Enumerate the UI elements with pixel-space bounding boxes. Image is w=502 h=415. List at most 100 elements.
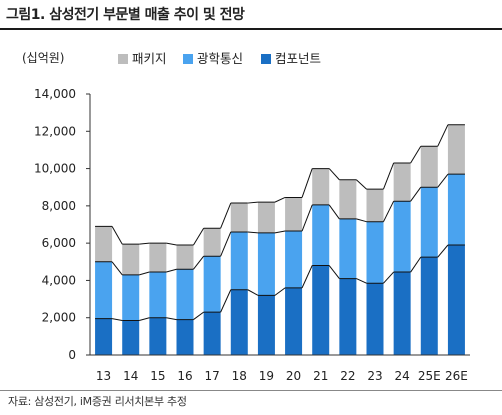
bar-component — [122, 320, 140, 355]
bar-component — [285, 287, 303, 355]
legend-label: 광학통신 — [197, 51, 243, 66]
stacked-bar-chart: (십억원) 패키지 광학통신 컴포넌트 0 2,000 4,000 6,000 8,000 1… — [22, 51, 470, 383]
stack-line-segment — [139, 317, 150, 321]
bar-component — [257, 295, 275, 355]
stack-line-segment — [383, 200, 395, 222]
stack-line-segment — [111, 226, 123, 245]
stack-line-segment — [247, 201, 258, 204]
stack-line-segment — [383, 162, 395, 190]
bar-component — [312, 265, 330, 355]
stack-line-segment — [274, 197, 286, 203]
bars — [95, 124, 465, 355]
bar-component — [95, 318, 113, 355]
stack-line-segment — [328, 168, 340, 181]
stack-line-segment — [111, 261, 123, 276]
bar-package — [176, 245, 194, 270]
footer-divider — [0, 390, 502, 391]
legend-swatch — [261, 54, 271, 64]
y-tick-label: 14,000 — [34, 87, 76, 101]
stack-line-segment — [111, 318, 123, 322]
y-tick-label: 4,000 — [42, 273, 76, 287]
stack-line-segment — [437, 124, 449, 147]
bar-package — [366, 189, 384, 222]
bar-component — [230, 289, 248, 355]
bar-package — [257, 202, 275, 233]
bar-optical — [203, 256, 221, 313]
stack-line-segment — [410, 186, 422, 202]
bar-component — [176, 319, 194, 355]
y-axis-unit-label: (십억원) — [22, 51, 64, 65]
x-tick-label: 13 — [96, 369, 111, 383]
legend-label: 컴포넌트 — [275, 51, 321, 66]
stack-line-segment — [274, 287, 286, 296]
stack-line-segment — [139, 271, 150, 276]
bar-optical — [447, 174, 465, 246]
bar-component — [149, 317, 167, 355]
y-tick-label: 10,000 — [34, 162, 76, 176]
title-divider — [0, 28, 502, 30]
bar-package — [230, 203, 248, 232]
legend-label: 패키지 — [132, 51, 167, 66]
stack-line-segment — [356, 179, 367, 190]
bar-package — [122, 244, 140, 275]
legend-swatch — [118, 54, 128, 64]
bar-package — [203, 228, 221, 257]
stack-line-segment — [437, 173, 449, 188]
stack-line-segment — [356, 278, 367, 284]
x-tick-label: 20 — [286, 369, 301, 383]
stack-line-segment — [220, 289, 232, 313]
bar-optical — [95, 261, 113, 319]
bar-package — [339, 179, 357, 219]
stack-line-segment — [410, 145, 422, 164]
bar-component — [393, 272, 411, 355]
bar-optical — [285, 231, 303, 288]
bar-optical — [122, 274, 140, 321]
bar-package — [447, 124, 465, 175]
bar-package — [420, 146, 438, 188]
stack-line-segment — [274, 230, 286, 234]
stack-line-segment — [301, 265, 313, 289]
bar-component — [420, 257, 438, 355]
x-tick-label: 14 — [123, 369, 138, 383]
stack-line-segment — [220, 202, 232, 229]
x-axis: 13 14 15 16 17 18 19 20 21 22 23 24 25E 26E — [90, 354, 470, 383]
x-tick-label: 22 — [340, 369, 355, 383]
stack-line-segment — [383, 271, 395, 284]
stack-line-segment — [166, 242, 177, 246]
y-tick-label: 8,000 — [42, 199, 76, 213]
x-tick-label: 16 — [177, 369, 192, 383]
bar-package — [312, 168, 330, 205]
stack-line-segment — [437, 244, 449, 258]
bar-package — [393, 162, 411, 202]
bar-optical — [393, 201, 411, 273]
stack-line-segment — [193, 311, 204, 320]
x-tick-label: 26E — [445, 369, 468, 383]
bar-optical — [312, 204, 330, 266]
stack-line-segment — [193, 255, 205, 270]
x-tick-label: 25E — [418, 369, 441, 383]
y-axis: 0 2,000 4,000 6,000 8,000 10,000 12,000 14,000 — [34, 87, 91, 362]
bar-component — [366, 283, 384, 355]
source-note: 자료: 삼성전기, iM증권 리서치본부 추정 — [8, 395, 187, 408]
stack-line-segment — [356, 218, 367, 223]
legend: 패키지 광학통신 컴포넌트 — [118, 51, 321, 66]
bar-optical — [230, 231, 248, 290]
x-tick-label: 15 — [150, 369, 165, 383]
bar-optical — [366, 221, 384, 284]
x-tick-label: 24 — [395, 369, 410, 383]
stack-line-segment — [139, 242, 150, 245]
x-tick-label: 18 — [232, 369, 247, 383]
x-tick-label: 17 — [205, 369, 220, 383]
y-tick-label: 2,000 — [42, 311, 76, 325]
bar-component — [203, 312, 221, 355]
stack-line-segment — [166, 317, 177, 321]
legend-swatch — [183, 54, 193, 64]
stack-line-segment — [193, 227, 205, 246]
x-tick-label: 19 — [259, 369, 274, 383]
bar-component — [447, 245, 465, 355]
stack-line-segment — [410, 256, 422, 273]
stack-line-segment — [247, 231, 258, 234]
stack-line-segment — [301, 204, 313, 232]
y-tick-label: 0 — [68, 348, 76, 362]
bar-optical — [257, 232, 275, 296]
